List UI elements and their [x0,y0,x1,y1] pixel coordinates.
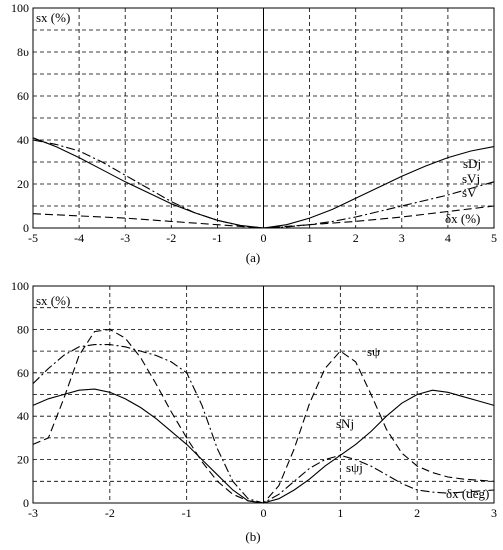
x-tick-label: -2 [105,506,115,520]
series-label: sDj [463,156,481,171]
series-line-2 [32,344,495,504]
series-label: sVj [462,171,480,186]
x-tick-label: -2 [166,231,176,245]
series-label: sV [462,185,477,200]
series-line-1 [32,139,495,229]
x-tick-label: 2 [353,231,359,245]
y-tick-label: 100 [11,1,29,15]
y-tick-label: 0 [23,221,29,235]
x-axis-label: δx (%) [445,211,480,226]
caption-b: (b) [245,529,260,544]
x-tick-label: -1 [182,506,192,520]
x-tick-label: -3 [120,231,130,245]
series-label: sψ [367,344,380,359]
y-tick-label: 0 [23,496,29,510]
y-tick-label: 20 [17,177,29,191]
x-axis-label: δx (deg) [446,486,489,501]
x-tick-label: 0 [261,231,267,245]
x-tick-label: 1 [307,231,313,245]
y-tick-label: 40 [17,133,29,147]
y-tick-label: 60 [17,366,29,380]
y-tick-label: 60 [17,89,29,103]
x-tick-label: 3 [399,231,405,245]
caption-a: (a) [246,250,260,265]
y-axis-label: sx (%) [36,10,70,25]
y-tick-label: 40 [17,409,29,423]
x-tick-label: 3 [491,506,497,520]
y-tick-label: 80 [17,322,29,336]
y-axis-label: sx (%) [36,293,70,308]
y-tick-label: 20 [17,453,29,467]
x-tick-label: -3 [28,506,38,520]
chart-panel-b: 0 20 40 60 80 100 -3 -2 -1 0 1 2 3 sx (%) sψ sNj sψj δx (… [11,279,497,520]
chart-panel-a: 0 20 40 60 8υ 100 -5 -4 -3 -2 -1 0 1 2 3 4 5 sx (%) sDjsVj… [11,1,497,245]
x-tick-label: -5 [28,231,38,245]
y-tick-label: 100 [11,279,29,293]
series-line-2 [32,205,495,229]
x-tick-label: -4 [74,231,84,245]
x-tick-label: 0 [261,506,267,520]
y-tick-label: 8υ [17,45,29,59]
x-tick-label: 5 [491,231,497,245]
series-label: sψj [346,460,363,475]
x-tick-label: 1 [337,506,343,520]
series-label: sNj [336,416,354,431]
x-tick-label: 4 [445,231,451,245]
x-tick-label: 2 [414,506,420,520]
x-tick-label: -1 [212,231,222,245]
